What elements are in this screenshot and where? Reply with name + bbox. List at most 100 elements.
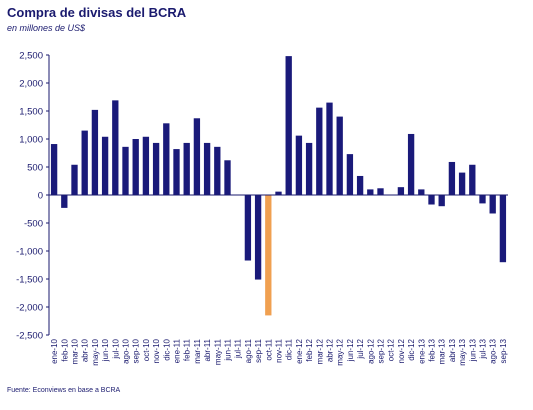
x-tick-label: oct-11 [264, 338, 273, 360]
x-tick-label: mar-12 [315, 338, 324, 364]
x-tick-label: mar-11 [193, 338, 202, 363]
y-tick-label: 0 [38, 191, 43, 202]
bar [489, 195, 496, 214]
x-tick-label: dic-10 [162, 338, 171, 360]
bar [193, 118, 201, 195]
x-tick-label: ene-13 [417, 338, 426, 363]
chart-title: Compra de divisas del BCRA [7, 5, 187, 20]
x-tick-label: mar-10 [71, 338, 80, 364]
bar [438, 195, 445, 207]
x-tick-label: ago-13 [489, 338, 498, 363]
bar [469, 164, 476, 195]
x-tick-label: ene-12 [295, 338, 304, 363]
bar [203, 142, 211, 195]
x-tick-label: sep-10 [132, 338, 141, 363]
x-tick-label: abr-13 [448, 338, 457, 362]
bar [122, 146, 129, 195]
y-tick-label: -500 [24, 219, 43, 230]
y-tick-label: -2,500 [16, 331, 43, 342]
chart-subtitle: en millones de US$ [7, 23, 86, 33]
y-tick-label: -1,500 [16, 275, 43, 286]
x-tick-label: feb-10 [60, 338, 69, 361]
x-tick-label: jul-13 [479, 338, 488, 359]
y-tick-label: -1,000 [16, 247, 43, 258]
x-tick-label: oct-10 [142, 338, 151, 361]
x-tick-label: sep-11 [254, 338, 263, 362]
bar [173, 149, 180, 195]
x-tick-label: dic-11 [285, 338, 294, 360]
y-tick-label: -2,000 [16, 303, 43, 314]
y-tick-label: 500 [27, 163, 43, 174]
bar [132, 139, 139, 195]
x-tick-label: ene-10 [50, 338, 59, 363]
bar [254, 195, 262, 280]
bar [458, 172, 466, 195]
bar [397, 187, 405, 195]
x-tick-label: feb-12 [305, 338, 314, 361]
x-tick-label: abr-11 [203, 338, 212, 361]
bar [295, 135, 303, 195]
x-tick-label: jun-11 [224, 338, 233, 361]
x-tick-label: abr-10 [81, 338, 90, 362]
y-tick-label: 1,000 [19, 135, 43, 146]
bar [418, 189, 425, 195]
bar [152, 142, 160, 195]
x-tick-label: jun-12 [346, 338, 355, 362]
x-tick-label: jul-10 [111, 338, 120, 359]
bar [428, 195, 435, 205]
bar [346, 154, 354, 195]
bar [377, 188, 384, 195]
bar [479, 195, 486, 204]
x-tick-label: feb-13 [428, 338, 437, 361]
x-tick-label: dic-12 [407, 338, 416, 360]
x-tick-label: jul-11 [234, 338, 243, 359]
bar [91, 109, 99, 195]
x-tick-label: mar-13 [438, 338, 447, 364]
bar [142, 136, 150, 195]
x-tick-label: feb-11 [183, 338, 192, 361]
x-tick-label: jun-10 [101, 338, 110, 362]
x-tick-label: ene-11 [173, 338, 182, 363]
bar [285, 56, 292, 196]
bar [448, 161, 456, 195]
x-tick-label: ago-12 [366, 338, 375, 363]
bar [61, 195, 68, 208]
bar [367, 189, 374, 195]
x-tick-label: ago-10 [122, 338, 131, 363]
x-tick-label: ago-11 [244, 338, 253, 363]
bar [275, 191, 282, 195]
bar [112, 100, 119, 195]
bar [326, 102, 333, 195]
bar [50, 144, 58, 195]
bar [244, 195, 252, 261]
bar [265, 195, 272, 316]
x-tick-label: may-13 [458, 338, 467, 365]
bar [316, 107, 323, 195]
x-tick-label: abr-12 [326, 338, 335, 362]
y-tick-label: 2,000 [19, 79, 43, 90]
x-tick-label: jun-13 [468, 338, 477, 362]
bar [71, 164, 78, 195]
y-tick-label: 2,500 [19, 51, 43, 62]
bar [101, 136, 109, 195]
x-tick-label: jul-12 [356, 338, 365, 359]
x-tick-label: oct-12 [387, 338, 396, 361]
bar [183, 142, 190, 195]
bar [81, 130, 88, 195]
x-tick-label: nov-11 [275, 338, 284, 362]
x-tick-label: nov-10 [152, 338, 161, 363]
x-tick-label: nov-12 [397, 338, 406, 363]
x-tick-label: may-10 [91, 338, 100, 365]
bar [407, 133, 415, 195]
bar [305, 142, 313, 195]
x-tick-label: sep-13 [499, 338, 508, 363]
bar [224, 160, 231, 195]
bar [214, 146, 221, 195]
y-tick-label: 1,500 [19, 107, 43, 118]
x-tick-label: may-12 [336, 338, 345, 365]
x-tick-label: sep-12 [377, 338, 386, 363]
bar [163, 123, 170, 195]
bar [336, 116, 343, 195]
x-tick-label: may-11 [213, 338, 222, 365]
